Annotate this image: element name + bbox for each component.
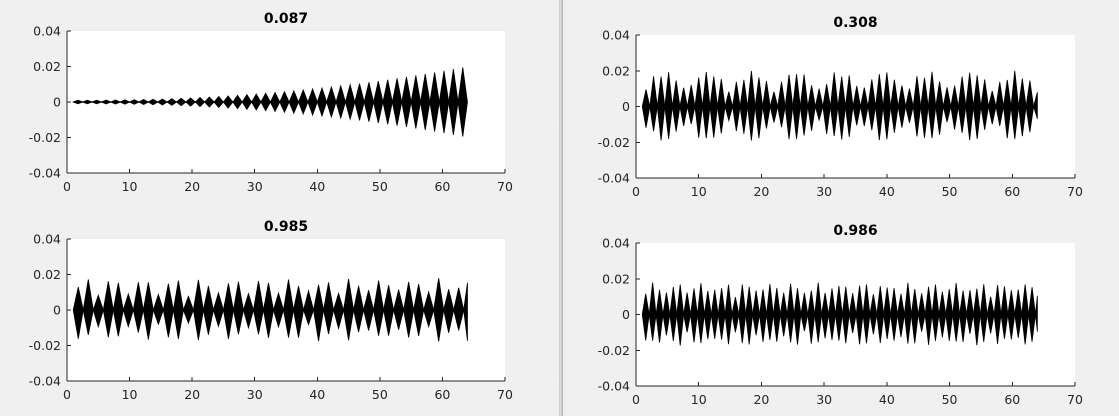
x-tick-label: 60 <box>1004 184 1020 199</box>
x-tick-label: 70 <box>497 179 513 194</box>
x-tick-label: 20 <box>184 387 200 402</box>
x-tick-label: 0 <box>632 392 640 407</box>
y-tick-label: -0.04 <box>598 171 630 186</box>
x-tick-label: 20 <box>753 392 769 407</box>
x-tick-label: 70 <box>1067 392 1083 407</box>
series-group <box>641 282 1038 346</box>
y-tick-label: -0.02 <box>598 135 630 150</box>
y-tick-label: 0.02 <box>33 59 61 74</box>
x-tick-label: 50 <box>942 392 958 407</box>
y-tick-label: -0.02 <box>29 130 61 145</box>
x-tick-label: 50 <box>372 387 388 402</box>
plot-title: 0.986 <box>833 223 877 239</box>
plot-title: 0.087 <box>264 11 308 27</box>
y-tick-label: 0.02 <box>602 271 630 286</box>
x-tick-label: 40 <box>879 184 895 199</box>
y-tick-label: 0 <box>622 99 630 114</box>
x-tick-label: 70 <box>497 387 513 402</box>
subplot-bottom-left: 0 10 20 30 40 50 60 70 0.04 0.02 0 -0.02 -0.04 0.985 <box>29 219 513 402</box>
x-tick-label: 20 <box>184 179 200 194</box>
x-tick-label: 10 <box>691 184 707 199</box>
y-tick-label: -0.04 <box>598 379 630 394</box>
x-tick-label: 60 <box>1004 392 1020 407</box>
series-group <box>641 70 1038 141</box>
x-tick-label: 30 <box>816 184 832 199</box>
x-tick-label: 10 <box>122 387 138 402</box>
x-tick-label: 30 <box>816 392 832 407</box>
x-tick-label: 0 <box>63 387 71 402</box>
x-tick-label: 50 <box>942 184 958 199</box>
x-tick-label: 10 <box>122 179 138 194</box>
panel-divider[interactable] <box>559 0 563 416</box>
y-tick-label: 0.02 <box>602 63 630 78</box>
y-tick-label: 0 <box>622 307 630 322</box>
y-tick-label: -0.02 <box>598 343 630 358</box>
x-tick-label: 30 <box>247 387 263 402</box>
x-tick-label: 60 <box>434 387 450 402</box>
x-tick-label: 0 <box>63 179 71 194</box>
plot-title: 0.308 <box>833 15 877 31</box>
y-tick-label: -0.04 <box>29 374 61 389</box>
x-tick-label: 0 <box>632 184 640 199</box>
x-tick-label: 10 <box>691 392 707 407</box>
x-tick-label: 40 <box>879 392 895 407</box>
x-tick-label: 40 <box>309 387 325 402</box>
series-group <box>72 67 468 137</box>
y-tick-label: 0.04 <box>602 28 630 43</box>
x-tick-label: 70 <box>1067 184 1083 199</box>
x-tick-label: 60 <box>434 179 450 194</box>
plot-title: 0.985 <box>264 219 308 235</box>
series-group <box>72 278 468 342</box>
x-tick-label: 20 <box>753 184 769 199</box>
y-tick-label: 0.04 <box>33 232 61 247</box>
y-tick-label: 0.04 <box>602 236 630 251</box>
subplot-bottom-right: 0 10 20 30 40 50 60 70 0.04 0.02 0 -0.02 -0.04 0.986 <box>598 223 1083 407</box>
y-tick-label: 0 <box>53 95 61 110</box>
y-tick-label: -0.04 <box>29 166 61 181</box>
subplot-top-right: 0 10 20 30 40 50 60 70 0.04 0.02 0 -0.02 -0.04 0.308 <box>598 15 1083 199</box>
y-tick-label: 0.02 <box>33 267 61 282</box>
x-tick-label: 40 <box>309 179 325 194</box>
y-tick-label: -0.02 <box>29 338 61 353</box>
x-tick-label: 50 <box>372 179 388 194</box>
x-tick-label: 30 <box>247 179 263 194</box>
y-tick-label: 0 <box>53 303 61 318</box>
y-tick-label: 0.04 <box>33 24 61 39</box>
subplot-top-left: 0 10 20 30 40 50 60 70 0.04 0.02 0 -0.02 -0.04 0.087 <box>29 11 513 194</box>
